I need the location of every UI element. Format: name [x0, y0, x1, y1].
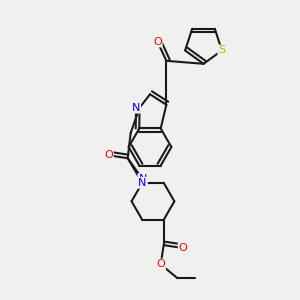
Text: O: O	[178, 243, 188, 253]
Text: O: O	[104, 150, 113, 160]
Text: N: N	[138, 178, 146, 188]
Text: O: O	[153, 37, 162, 46]
Text: N: N	[138, 174, 147, 184]
Text: N: N	[132, 103, 140, 113]
Text: S: S	[218, 46, 225, 56]
Text: O: O	[156, 260, 165, 269]
